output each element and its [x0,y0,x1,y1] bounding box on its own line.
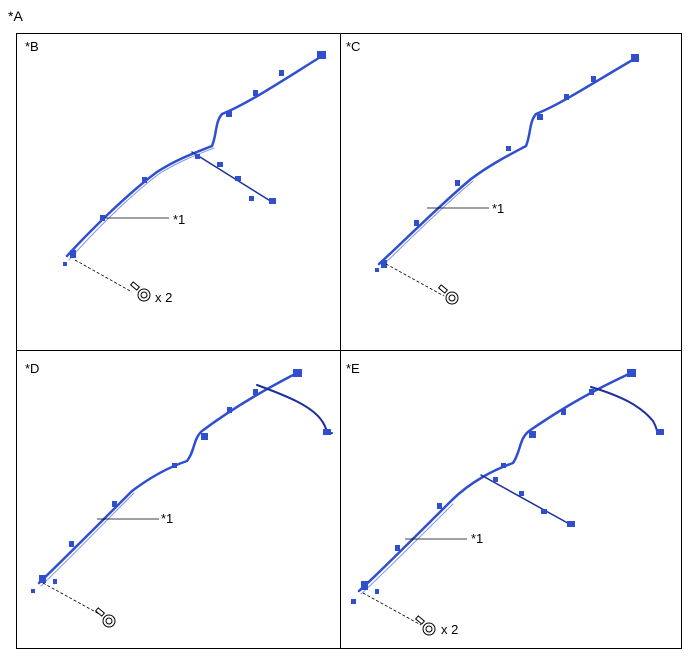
wire-harness-icon [351,369,664,636]
callout-label: *1 [471,531,484,546]
figure-label: *A [8,8,23,24]
wire-harness-icon [375,54,639,305]
callout-label: *1 [492,201,505,216]
panel-label: *C [346,39,361,54]
wire-harness-icon [63,51,326,302]
panel-label: *B [25,39,39,54]
panel-d: *D *1 [17,351,340,648]
bolt-icon [129,281,151,302]
bolt-icon [437,284,459,305]
frame-divider-vertical [340,33,341,649]
quantity-label: x 2 [155,290,173,305]
callout-label: *1 [173,212,186,227]
panel-e: *E [341,351,681,648]
callout-label: *1 [161,511,174,526]
diagram-frame [16,33,682,649]
panel-c: *C *1 [341,34,681,350]
panel-b: *B *1 [17,34,340,350]
panel-label: *D [25,361,40,376]
quantity-label: x 2 [441,622,459,637]
frame-divider-horizontal [16,350,682,351]
panel-label: *E [346,361,360,376]
wire-harness-icon [31,369,333,628]
bolt-icon [414,615,436,636]
bolt-icon [94,607,116,628]
